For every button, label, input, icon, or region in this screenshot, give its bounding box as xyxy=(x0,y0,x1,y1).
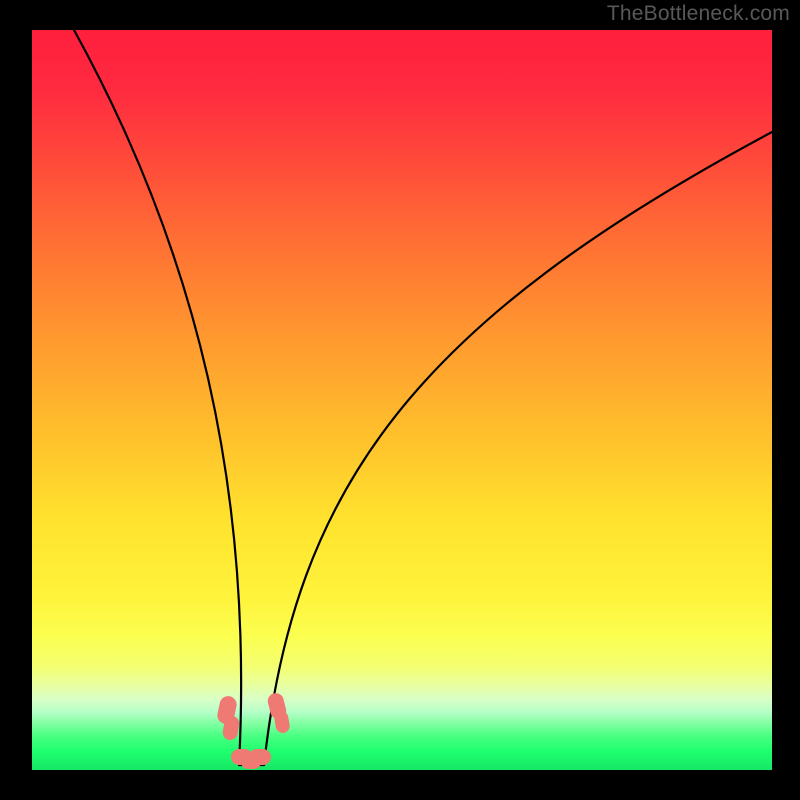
frame-top xyxy=(0,0,800,30)
frame-right xyxy=(772,30,800,770)
frame-left xyxy=(0,30,32,770)
plot-gradient-bg xyxy=(32,30,772,770)
chart-canvas: TheBottleneck.com xyxy=(0,0,800,800)
frame-bottom xyxy=(0,770,800,800)
